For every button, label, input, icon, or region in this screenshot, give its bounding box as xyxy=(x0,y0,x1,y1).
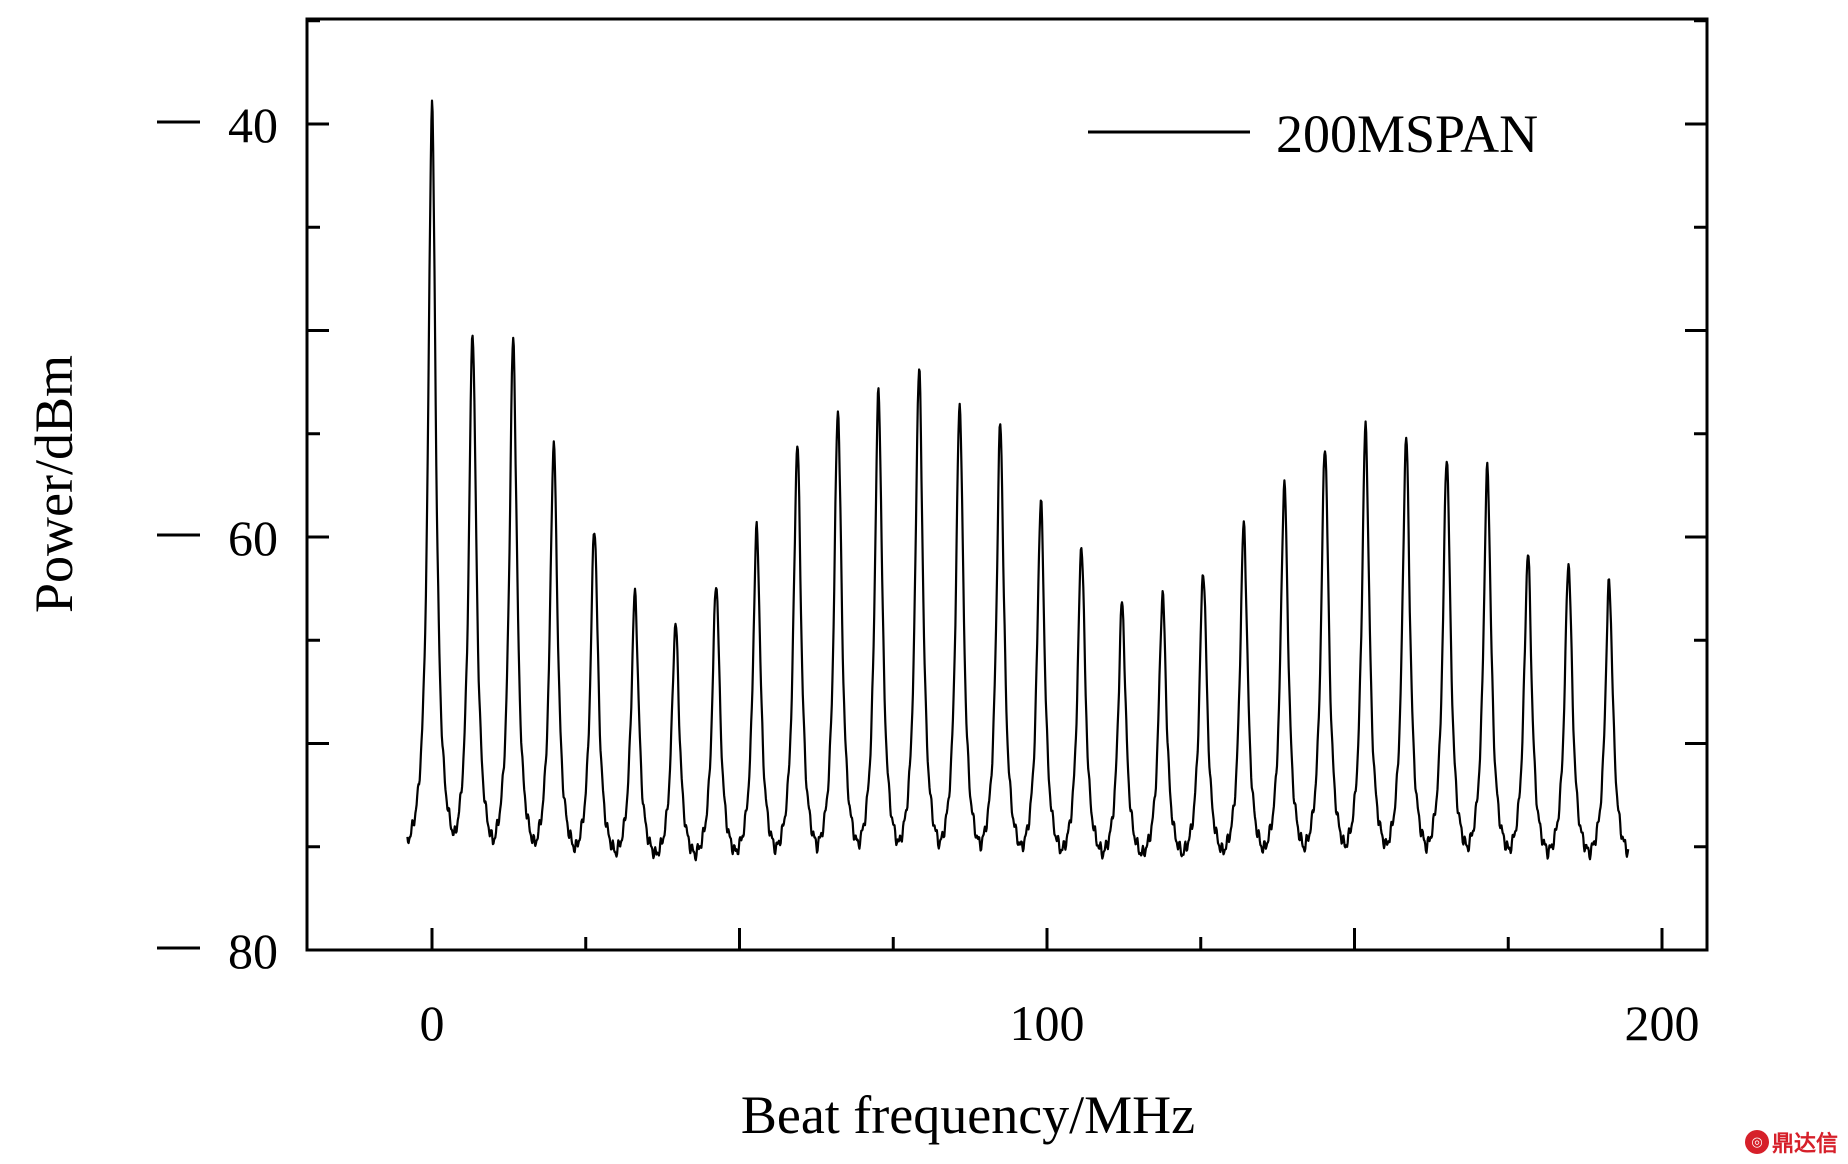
x-tick-label: 100 xyxy=(1010,995,1085,1051)
x-tick-label: 0 xyxy=(420,995,445,1051)
watermark-logo-icon: ◎ xyxy=(1745,1130,1769,1154)
watermark: ◎ 鼎达信 xyxy=(1745,1126,1845,1158)
legend: 200MSPAN xyxy=(1088,104,1538,164)
watermark-text: 鼎达信 xyxy=(1772,1132,1839,1157)
plot-frame xyxy=(305,17,1709,952)
x-axis-title: Beat frequency/MHz xyxy=(741,1085,1195,1145)
y-tick-label: 80 xyxy=(228,923,278,979)
axis-ticks xyxy=(307,19,1707,952)
axis-tick-labels: 40 60 80 0 100 200 xyxy=(157,97,1700,1051)
legend-label: 200MSPAN xyxy=(1276,104,1538,164)
y-tick-label: 60 xyxy=(228,510,278,566)
y-tick-label: 40 xyxy=(228,97,278,153)
x-tick-label: 200 xyxy=(1625,995,1700,1051)
series-line-200mspan xyxy=(406,99,1630,862)
y-axis-title: Power/dBm xyxy=(24,355,84,613)
